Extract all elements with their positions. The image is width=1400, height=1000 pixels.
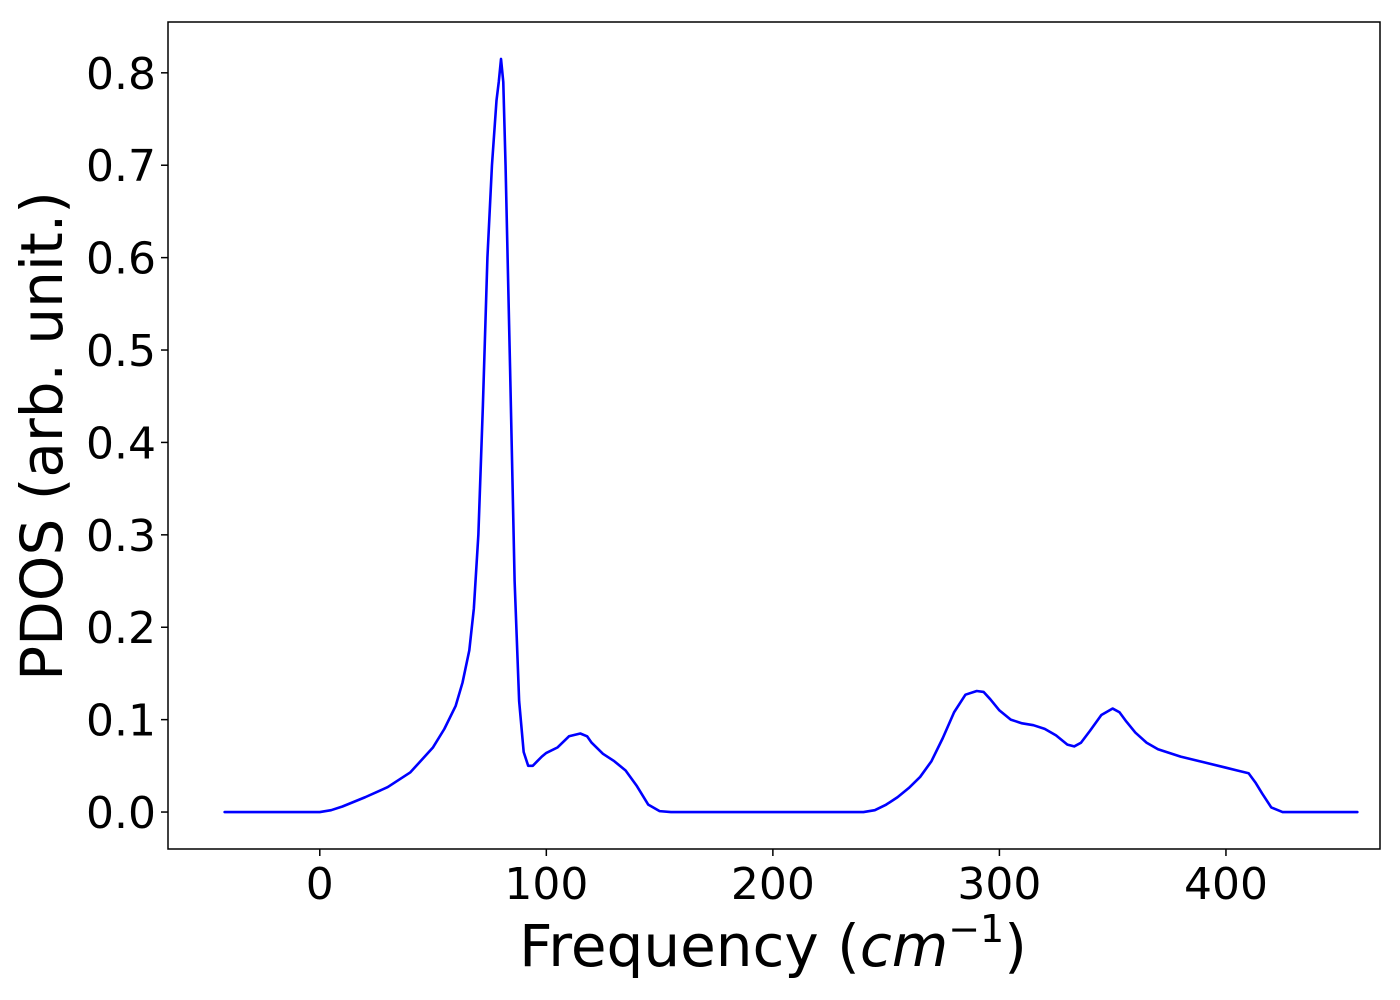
x-tick-label: 0 xyxy=(306,859,334,910)
plot-area xyxy=(167,21,1381,850)
x-tick-label: 400 xyxy=(1184,859,1268,910)
x-tick-label: 200 xyxy=(731,859,815,910)
x-axis-label: Frequency (cm−1) xyxy=(519,907,1027,980)
y-tick-label: 0.4 xyxy=(86,418,156,469)
y-tick-label: 0.3 xyxy=(86,511,156,562)
x-tick-label: 300 xyxy=(957,859,1041,910)
y-tick-label: 0.5 xyxy=(86,326,156,377)
y-tick-label: 0.7 xyxy=(86,141,156,192)
y-tick-label: 0.2 xyxy=(86,603,156,654)
y-axis: 0.0 0.1 0.2 0.3 0.4 0.5 0.6 0.7 0.8 xyxy=(86,49,168,839)
y-axis-label: PDOS (arb. unit.) xyxy=(8,191,76,681)
x-axis: 0 100 200 300 400 xyxy=(306,849,1268,910)
y-tick-label: 0.6 xyxy=(86,234,156,285)
y-tick-label: 0.1 xyxy=(86,696,156,747)
y-tick-label: 0.8 xyxy=(86,49,156,100)
x-tick-label: 100 xyxy=(504,859,588,910)
series-layer xyxy=(223,57,1359,814)
y-tick-label: 0.0 xyxy=(86,788,156,839)
pdos-series-line xyxy=(223,57,1359,814)
